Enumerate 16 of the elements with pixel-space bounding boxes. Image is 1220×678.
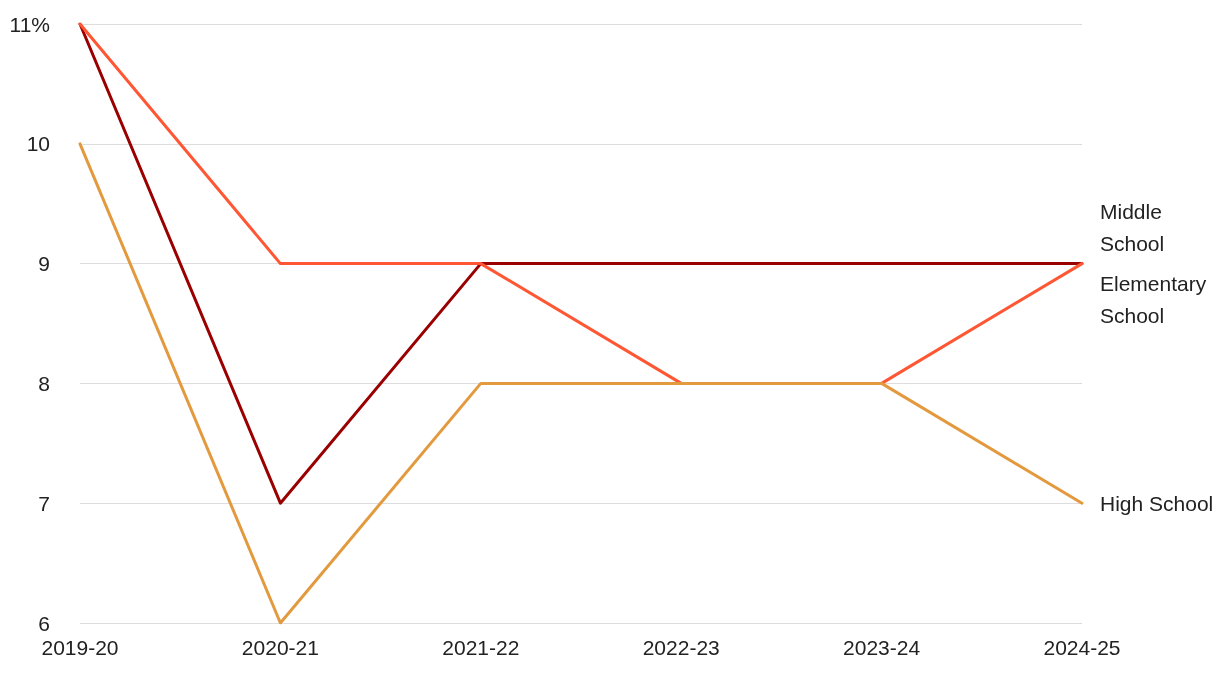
x-tick-label: 2021-22	[442, 636, 520, 659]
y-tick-label: 6	[38, 611, 50, 635]
y-tick-label: 9	[38, 252, 50, 276]
line-series	[78, 142, 1084, 625]
y-tick-label: 11%	[9, 12, 50, 36]
y-tick-label: 7	[38, 491, 50, 515]
x-tick-label: 2023-24	[843, 636, 921, 659]
series-label: High School	[1100, 491, 1214, 515]
y-tick-label: 10	[26, 132, 50, 156]
series-label: Middle School	[1100, 200, 1168, 256]
x-tick-label: 2019-20	[41, 636, 119, 659]
y-tick-label: 8	[38, 371, 50, 395]
x-tick-label: 2020-21	[241, 636, 319, 659]
series-label: Elementary School	[1100, 272, 1213, 328]
x-tick-label: 2022-23	[642, 636, 720, 659]
x-tick-label: 2024-25	[1043, 636, 1121, 659]
